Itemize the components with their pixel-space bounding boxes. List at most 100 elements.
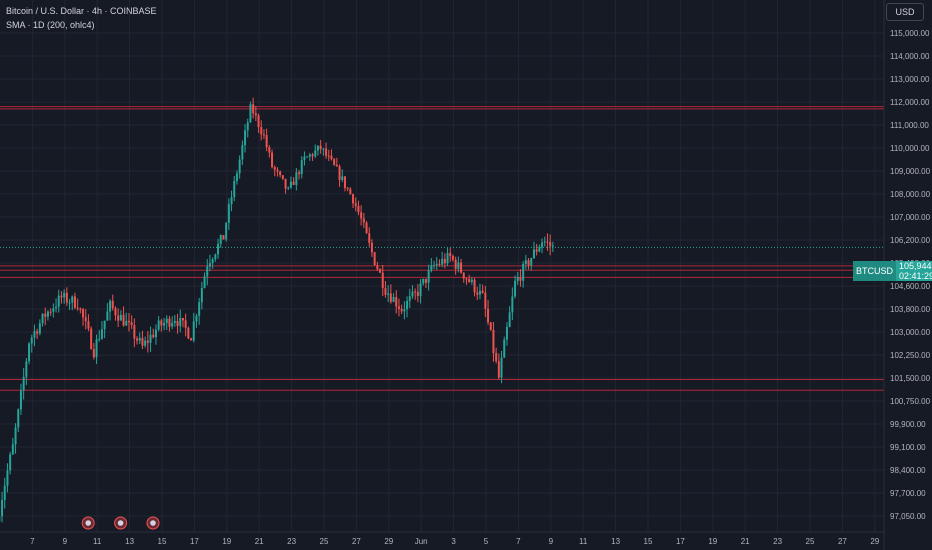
candle-body[interactable] [138, 337, 141, 341]
candle-body[interactable] [470, 279, 473, 282]
candle-body[interactable] [206, 266, 209, 277]
candle-body[interactable] [362, 218, 365, 223]
candle-body[interactable] [511, 296, 514, 313]
candle-body[interactable] [454, 259, 457, 269]
candle-body[interactable] [370, 242, 373, 253]
candle-body[interactable] [106, 311, 109, 321]
candle-body[interactable] [154, 329, 157, 338]
candle-body[interactable] [460, 262, 463, 273]
candle-body[interactable] [227, 204, 230, 223]
candle-body[interactable] [338, 166, 341, 180]
candle-body[interactable] [241, 145, 244, 160]
event-marker-icon[interactable] [81, 516, 95, 530]
candle-body[interactable] [395, 297, 398, 307]
candle-body[interactable] [303, 156, 306, 161]
candle-body[interactable] [144, 340, 147, 346]
candle-body[interactable] [522, 264, 525, 281]
candle-body[interactable] [187, 327, 190, 339]
candle-body[interactable] [55, 306, 58, 309]
candle-body[interactable] [508, 312, 511, 327]
candle-body[interactable] [419, 283, 422, 297]
candle-body[interactable] [484, 292, 487, 309]
candle-body[interactable] [238, 159, 241, 174]
candle-body[interactable] [141, 337, 144, 346]
candle-body[interactable] [354, 203, 357, 206]
candle-body[interactable] [535, 249, 538, 252]
candle-body[interactable] [14, 427, 17, 445]
candle-body[interactable] [233, 180, 236, 197]
candle-body[interactable] [443, 258, 446, 264]
candle-body[interactable] [381, 272, 384, 289]
candle-body[interactable] [532, 249, 535, 259]
candlesticks[interactable] [0, 97, 554, 525]
candle-body[interactable] [11, 444, 14, 455]
candle-body[interactable] [441, 258, 444, 265]
candle-body[interactable] [497, 361, 500, 378]
candle-body[interactable] [333, 159, 336, 165]
candle-body[interactable] [109, 300, 112, 312]
candle-body[interactable] [527, 260, 530, 266]
candle-body[interactable] [36, 331, 39, 334]
candle-body[interactable] [60, 295, 63, 298]
candle-body[interactable] [95, 339, 98, 358]
candle-body[interactable] [438, 263, 441, 265]
candle-body[interactable] [130, 322, 133, 326]
candle-body[interactable] [335, 164, 338, 167]
candle-body[interactable] [190, 338, 193, 341]
candle-body[interactable] [500, 357, 503, 378]
candle-body[interactable] [52, 308, 55, 312]
candle-body[interactable] [322, 148, 325, 150]
candle-body[interactable] [125, 320, 128, 326]
candle-body[interactable] [84, 317, 87, 322]
candle-body[interactable] [111, 300, 114, 309]
candle-body[interactable] [465, 278, 468, 280]
candle-body[interactable] [414, 291, 417, 293]
candle-body[interactable] [168, 318, 171, 327]
event-marker-icon[interactable] [114, 516, 128, 530]
candle-body[interactable] [308, 154, 311, 157]
candle-body[interactable] [505, 326, 508, 340]
candle-body[interactable] [376, 265, 379, 270]
candle-body[interactable] [28, 343, 31, 362]
candle-body[interactable] [489, 322, 492, 330]
candle-body[interactable] [17, 409, 20, 428]
candle-body[interactable] [181, 318, 184, 321]
candle-body[interactable] [430, 265, 433, 271]
candle-body[interactable] [198, 302, 201, 316]
candle-body[interactable] [449, 253, 452, 256]
candle-body[interactable] [157, 320, 160, 330]
candle-body[interactable] [171, 322, 174, 327]
candle-body[interactable] [79, 308, 82, 310]
candle-body[interactable] [114, 308, 117, 316]
candle-body[interactable] [478, 290, 481, 295]
candle-body[interactable] [406, 300, 409, 310]
candle-body[interactable] [82, 309, 85, 318]
candle-body[interactable] [468, 278, 471, 282]
candle-body[interactable] [306, 156, 309, 158]
candle-body[interactable] [133, 325, 136, 339]
candle-body[interactable] [127, 320, 130, 323]
candle-body[interactable] [1, 499, 4, 517]
candle-body[interactable] [136, 338, 139, 341]
candle-body[interactable] [249, 104, 252, 123]
candle-body[interactable] [19, 390, 22, 410]
candle-body[interactable] [530, 258, 533, 266]
candle-body[interactable] [262, 134, 265, 136]
candle-body[interactable] [281, 175, 284, 179]
candle-body[interactable] [357, 205, 360, 213]
candle-body[interactable] [319, 145, 322, 149]
candle-body[interactable] [292, 181, 295, 185]
candle-body[interactable] [230, 196, 233, 205]
candle-body[interactable] [173, 321, 176, 323]
candle-body[interactable] [373, 252, 376, 266]
candle-body[interactable] [103, 320, 106, 330]
candle-body[interactable] [365, 222, 368, 234]
candle-body[interactable] [524, 260, 527, 265]
candle-body[interactable] [33, 331, 36, 338]
candle-body[interactable] [203, 276, 206, 288]
candle-body[interactable] [408, 296, 411, 301]
candle-body[interactable] [265, 135, 268, 148]
candle-body[interactable] [195, 315, 198, 322]
candle-body[interactable] [235, 173, 238, 181]
candle-body[interactable] [254, 113, 257, 116]
